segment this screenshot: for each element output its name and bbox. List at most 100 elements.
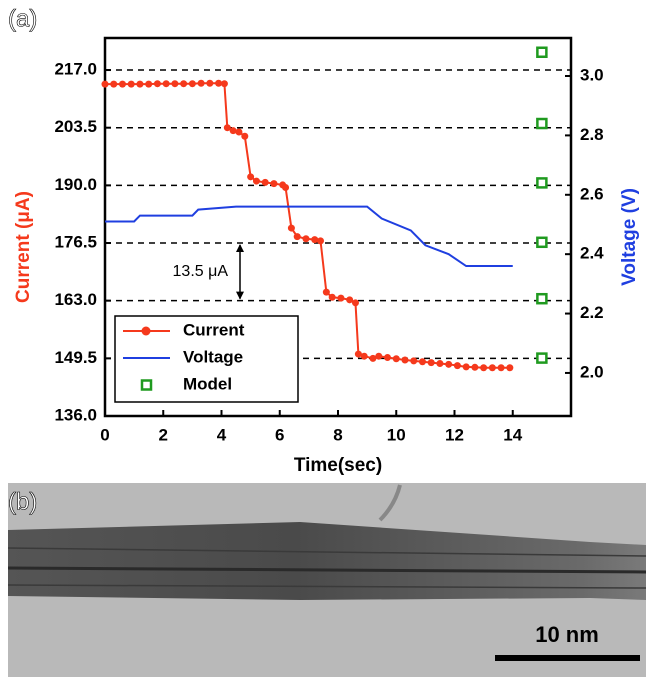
- panel-label: (b): [8, 488, 37, 515]
- data-point: [197, 79, 205, 87]
- data-point: [480, 364, 488, 372]
- data-point: [252, 177, 260, 185]
- legend-label: Voltage: [183, 347, 243, 366]
- data-point: [153, 80, 161, 88]
- legend-label: Model: [183, 374, 232, 393]
- legend-label: Current: [183, 320, 245, 339]
- y-tick-label: 190.0: [54, 175, 97, 194]
- data-point: [311, 236, 319, 244]
- x-tick-label: 10: [387, 425, 406, 444]
- data-point: [506, 364, 514, 372]
- panel-label: (a): [8, 5, 37, 32]
- data-point: [118, 80, 126, 88]
- model-point: [536, 236, 548, 249]
- data-point: [360, 352, 368, 360]
- data-point: [375, 352, 383, 360]
- model-point: [536, 177, 548, 189]
- data-point: [162, 80, 170, 88]
- x-tick-label: 4: [217, 425, 227, 444]
- data-point: [235, 128, 243, 136]
- model-point: [536, 352, 548, 364]
- data-point: [488, 364, 496, 372]
- model-point: [536, 292, 548, 305]
- data-point: [215, 79, 223, 87]
- tube-core: [7, 566, 646, 574]
- data-point: [282, 183, 290, 191]
- x-tick-label: 8: [333, 425, 342, 444]
- y2-tick-label: 2.0: [580, 362, 604, 381]
- data-point: [471, 363, 479, 371]
- y-axis-label: Current (μA): [13, 191, 34, 303]
- data-point: [302, 235, 310, 243]
- y-tick-label: 136.0: [54, 405, 97, 424]
- data-point: [171, 80, 179, 88]
- data-point: [351, 299, 359, 307]
- y-tick-label: 149.5: [54, 348, 97, 367]
- x-tick-label: 6: [275, 425, 284, 444]
- data-point: [270, 180, 278, 188]
- scale-bar: [495, 655, 640, 661]
- data-point: [392, 355, 400, 363]
- data-point: [188, 80, 196, 88]
- data-point: [247, 173, 255, 181]
- data-point: [328, 293, 336, 301]
- data-point: [317, 237, 325, 245]
- model-point: [536, 117, 548, 130]
- nanotube: [8, 522, 646, 600]
- data-point: [101, 80, 109, 88]
- data-point: [337, 294, 345, 302]
- y-tick-label: 163.0: [54, 290, 97, 309]
- data-point: [223, 124, 231, 132]
- data-point: [110, 80, 118, 88]
- legend-marker: [140, 379, 153, 391]
- data-point: [462, 363, 470, 371]
- scale-bar-label: 10 nm: [535, 622, 599, 647]
- data-point: [384, 353, 392, 361]
- tube-wall: [7, 547, 646, 589]
- data-point: [427, 359, 435, 367]
- plot: 136.0 149.5 163.0 176.5 190.0 203.5 217.0 2.0 2.…: [13, 36, 640, 476]
- plot-frame: [103, 36, 573, 418]
- x-tick-label: 12: [445, 425, 464, 444]
- tube-end: [378, 484, 402, 522]
- data-point: [293, 233, 301, 241]
- data-point: [145, 80, 153, 88]
- data-point: [220, 80, 228, 88]
- data-point: [401, 356, 409, 364]
- x-tick-label: 14: [503, 425, 522, 444]
- data-point: [436, 359, 444, 367]
- data-point: [410, 357, 418, 365]
- data-point: [369, 354, 377, 362]
- data-point: [136, 80, 144, 88]
- y2-tick-label: 2.8: [580, 125, 604, 144]
- data-point: [346, 296, 354, 304]
- data-point: [180, 80, 188, 88]
- annotation: 13.5 μA: [173, 263, 229, 280]
- data-point: [229, 127, 237, 135]
- data-point: [287, 224, 295, 232]
- data-point: [206, 79, 214, 87]
- data-point: [354, 350, 362, 358]
- tem-image: (b) 10 nm: [8, 483, 646, 677]
- data-point: [241, 132, 249, 140]
- data-point: [497, 364, 505, 372]
- x-tick-label: 0: [100, 425, 109, 444]
- y2-tick-label: 3.0: [580, 65, 604, 84]
- legend-marker: [141, 326, 151, 336]
- data-point: [418, 358, 426, 366]
- y-tick-label: 176.5: [54, 233, 97, 252]
- data-point: [445, 360, 453, 368]
- data-point: [261, 178, 269, 186]
- data-point: [453, 362, 461, 370]
- y2-tick-label: 2.2: [580, 303, 604, 322]
- model-point: [536, 46, 548, 59]
- y2-tick-label: 2.4: [580, 244, 604, 263]
- x-axis-label: Time(sec): [294, 455, 382, 476]
- series-line: [105, 205, 513, 268]
- y2-tick-label: 2.6: [580, 184, 604, 203]
- data-point: [127, 80, 135, 88]
- y2-axis-label: Voltage (V): [619, 188, 640, 286]
- data-point: [322, 288, 330, 296]
- y-tick-label: 203.5: [54, 117, 97, 136]
